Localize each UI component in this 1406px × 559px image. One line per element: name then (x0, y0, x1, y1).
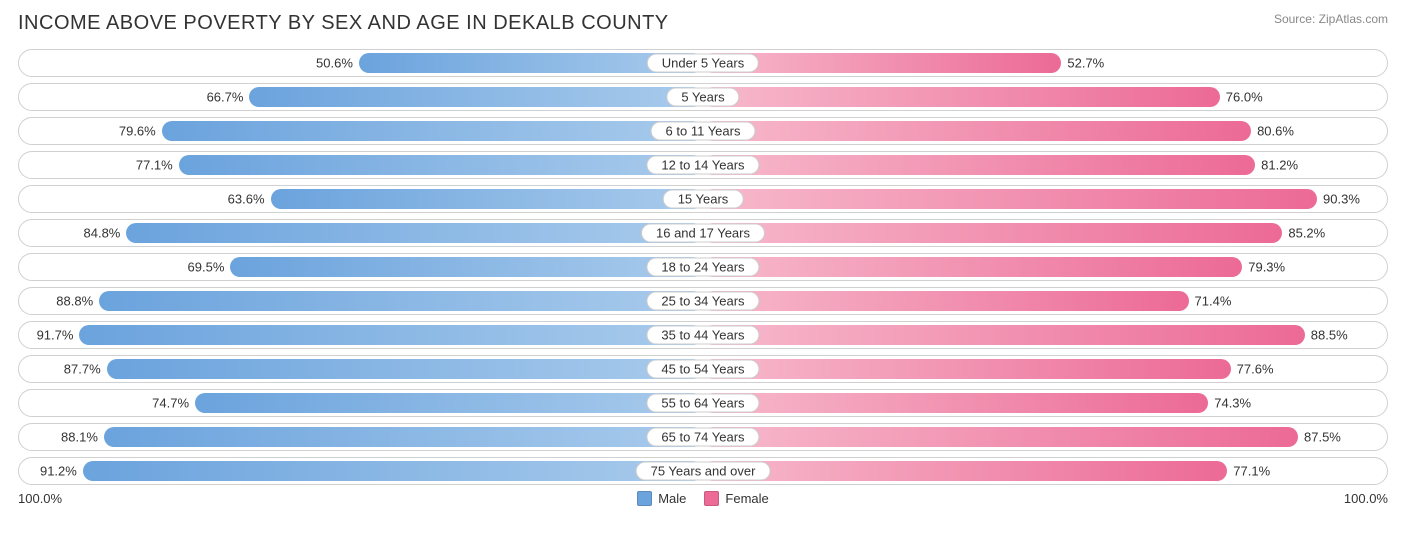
chart-row: 77.1% 81.2% 12 to 14 Years (18, 151, 1388, 179)
bar-male (107, 359, 703, 379)
category-label: 55 to 64 Years (646, 394, 759, 413)
category-label: 16 and 17 Years (641, 224, 765, 243)
bar-female (703, 325, 1305, 345)
value-label-female: 76.0% (1226, 90, 1263, 105)
value-label-female: 90.3% (1323, 192, 1360, 207)
chart-row: 91.7% 88.5% 35 to 44 Years (18, 321, 1388, 349)
chart-row: 74.7% 74.3% 55 to 64 Years (18, 389, 1388, 417)
value-label-male: 87.7% (64, 362, 101, 377)
chart-row: 69.5% 79.3% 18 to 24 Years (18, 253, 1388, 281)
chart-row: 87.7% 77.6% 45 to 54 Years (18, 355, 1388, 383)
legend-swatch-male (637, 491, 652, 506)
chart-header: INCOME ABOVE POVERTY BY SEX AND AGE IN D… (18, 12, 1388, 35)
chart-body: 50.6% 52.7% Under 5 Years 66.7% 76.0% 5 Years… (18, 49, 1388, 485)
value-label-female: 87.5% (1304, 430, 1341, 445)
bar-female (703, 291, 1189, 311)
chart-row: 63.6% 90.3% 15 Years (18, 185, 1388, 213)
value-label-female: 52.7% (1067, 56, 1104, 71)
bar-male (249, 87, 703, 107)
value-label-female: 71.4% (1195, 294, 1232, 309)
bar-female (703, 427, 1298, 447)
category-label: 45 to 54 Years (646, 360, 759, 379)
chart-row: 91.2% 77.1% 75 Years and over (18, 457, 1388, 485)
value-label-female: 74.3% (1214, 396, 1251, 411)
legend: Male Female (637, 491, 769, 506)
chart-row: 79.6% 80.6% 6 to 11 Years (18, 117, 1388, 145)
value-label-female: 79.3% (1248, 260, 1285, 275)
category-label: 75 Years and over (636, 462, 771, 481)
chart-row: 66.7% 76.0% 5 Years (18, 83, 1388, 111)
legend-item-male: Male (637, 491, 686, 506)
legend-swatch-female (704, 491, 719, 506)
legend-label-male: Male (658, 491, 686, 506)
legend-item-female: Female (704, 491, 768, 506)
value-label-male: 77.1% (136, 158, 173, 173)
chart-row: 88.1% 87.5% 65 to 74 Years (18, 423, 1388, 451)
value-label-female: 85.2% (1288, 226, 1325, 241)
chart-title: INCOME ABOVE POVERTY BY SEX AND AGE IN D… (18, 12, 669, 35)
bar-male (104, 427, 703, 447)
bar-female (703, 155, 1255, 175)
bar-male (179, 155, 703, 175)
value-label-male: 79.6% (119, 124, 156, 139)
bar-male (271, 189, 703, 209)
chart-row: 50.6% 52.7% Under 5 Years (18, 49, 1388, 77)
category-label: 25 to 34 Years (646, 292, 759, 311)
bar-female (703, 359, 1231, 379)
bar-female (703, 189, 1317, 209)
bar-female (703, 461, 1227, 481)
bar-male (83, 461, 703, 481)
chart-row: 88.8% 71.4% 25 to 34 Years (18, 287, 1388, 315)
value-label-female: 80.6% (1257, 124, 1294, 139)
bar-female (703, 257, 1242, 277)
category-label: 15 Years (663, 190, 744, 209)
value-label-female: 81.2% (1261, 158, 1298, 173)
category-label: 35 to 44 Years (646, 326, 759, 345)
category-label: 6 to 11 Years (651, 122, 756, 141)
value-label-female: 77.6% (1237, 362, 1274, 377)
value-label-male: 91.7% (37, 328, 74, 343)
value-label-female: 77.1% (1233, 464, 1270, 479)
value-label-male: 66.7% (207, 90, 244, 105)
category-label: 12 to 14 Years (646, 156, 759, 175)
category-label: Under 5 Years (647, 54, 759, 73)
axis-right-max: 100.0% (1344, 491, 1388, 506)
bar-male (195, 393, 703, 413)
bar-male (126, 223, 703, 243)
value-label-male: 91.2% (40, 464, 77, 479)
category-label: 65 to 74 Years (646, 428, 759, 447)
value-label-male: 63.6% (228, 192, 265, 207)
value-label-male: 84.8% (84, 226, 121, 241)
axis-left-max: 100.0% (18, 491, 62, 506)
category-label: 5 Years (666, 88, 739, 107)
chart-row: 84.8% 85.2% 16 and 17 Years (18, 219, 1388, 247)
value-label-male: 74.7% (152, 396, 189, 411)
bar-male (99, 291, 703, 311)
bar-male (162, 121, 703, 141)
bar-female (703, 223, 1282, 243)
chart-footer: 100.0% Male Female 100.0% (18, 491, 1388, 506)
chart-source: Source: ZipAtlas.com (1274, 12, 1388, 26)
category-label: 18 to 24 Years (646, 258, 759, 277)
bar-female (703, 121, 1251, 141)
bar-male (79, 325, 703, 345)
value-label-female: 88.5% (1311, 328, 1348, 343)
value-label-male: 69.5% (188, 260, 225, 275)
value-label-male: 88.8% (56, 294, 93, 309)
bar-female (703, 87, 1220, 107)
value-label-male: 88.1% (61, 430, 98, 445)
bar-male (230, 257, 703, 277)
legend-label-female: Female (725, 491, 768, 506)
bar-female (703, 393, 1208, 413)
value-label-male: 50.6% (316, 56, 353, 71)
